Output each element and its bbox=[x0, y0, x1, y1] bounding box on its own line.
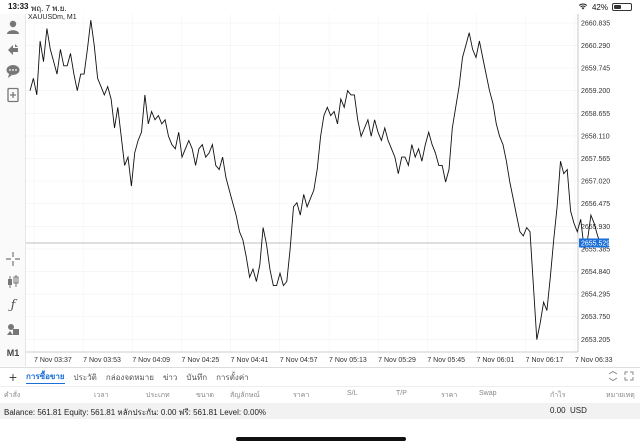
account-summary: Balance: 561.81 Equity: 561.81 หลักประกั… bbox=[4, 408, 267, 417]
account-summary-row: Balance: 561.81 Equity: 561.81 หลักประกั… bbox=[0, 403, 640, 419]
chart-grid bbox=[26, 14, 578, 352]
y-tick-label: 2656.475 bbox=[581, 201, 610, 208]
x-tick-label: 7 Nov 04:25 bbox=[182, 357, 220, 364]
col-type: ประเภท bbox=[146, 392, 170, 399]
y-tick-label: 2657.020 bbox=[581, 179, 610, 186]
timeframe-button[interactable]: M1 bbox=[6, 348, 20, 358]
y-axis-ticks: 2660.835 2660.290 2659.745 2659.200 2658.655… bbox=[581, 20, 610, 343]
col-tp: T/P bbox=[396, 390, 407, 397]
x-tick-label: 7 Nov 05:45 bbox=[427, 357, 465, 364]
wifi-icon bbox=[578, 2, 588, 12]
x-tick-label: 7 Nov 05:13 bbox=[329, 357, 367, 364]
tab-settings[interactable]: การตั้งค่า bbox=[216, 372, 249, 382]
status-date: พฤ. 7 พ.ย. bbox=[31, 4, 67, 13]
y-tick-label: 2654.840 bbox=[581, 269, 610, 276]
col-sl: S/L bbox=[347, 390, 358, 397]
y-tick-label: 2659.200 bbox=[581, 88, 610, 95]
user-icon[interactable] bbox=[4, 18, 22, 36]
col-comment: หมายเหตุ bbox=[606, 392, 635, 399]
orders-table-header: คำสั่ง เวลา ประเภท ขนาด สัญลักษณ์ ราคา S… bbox=[0, 388, 640, 402]
y-tick-label: 2653.205 bbox=[581, 337, 610, 344]
col-symbol: สัญลักษณ์ bbox=[230, 392, 260, 399]
y-tick-label: 2655.385 bbox=[581, 246, 610, 253]
price-series-line bbox=[29, 20, 602, 340]
new-order-icon[interactable] bbox=[4, 86, 22, 104]
tab-mailbox[interactable]: กล่องจดหมาย bbox=[105, 372, 154, 382]
y-tick-label: 2658.110 bbox=[581, 133, 610, 140]
battery-percent: 42% bbox=[591, 2, 608, 12]
crosshair-icon[interactable] bbox=[4, 250, 22, 268]
x-tick-label: 7 Nov 04:57 bbox=[280, 357, 318, 364]
tab-history[interactable]: ประวัติ bbox=[73, 372, 97, 382]
price-chart[interactable]: 2660.835 2660.290 2659.745 2659.200 2658.655… bbox=[26, 14, 640, 366]
left-toolbar: ƒ M1 bbox=[0, 14, 26, 366]
resize-panel-icon[interactable] bbox=[608, 370, 618, 383]
current-price-tag: 2655.529 bbox=[579, 238, 610, 248]
status-right: 42% bbox=[578, 2, 632, 12]
x-tick-label: 7 Nov 05:29 bbox=[378, 357, 416, 364]
chart-canvas[interactable]: 2660.835 2660.290 2659.745 2659.200 2658.655… bbox=[26, 14, 640, 366]
trade-arrows-icon[interactable] bbox=[4, 40, 22, 58]
x-tick-label: 7 Nov 04:41 bbox=[231, 357, 269, 364]
col-current-price: ราคา bbox=[441, 392, 458, 399]
x-tick-label: 7 Nov 06:17 bbox=[526, 357, 564, 364]
y-tick-label: 2654.295 bbox=[581, 292, 610, 299]
y-tick-label: 2653.750 bbox=[581, 314, 610, 321]
status-bar: 13:33 พฤ. 7 พ.ย. 42% bbox=[0, 0, 640, 14]
x-tick-label: 7 Nov 03:53 bbox=[83, 357, 121, 364]
tab-trade[interactable]: การซื้อขาย bbox=[26, 370, 65, 384]
y-tick-label: 2657.565 bbox=[581, 156, 610, 163]
function-icon[interactable]: ƒ bbox=[10, 297, 16, 313]
tab-news[interactable]: ข่าว bbox=[162, 372, 178, 382]
add-button[interactable]: + bbox=[8, 369, 18, 385]
col-time: เวลา bbox=[94, 392, 109, 399]
col-volume: ขนาด bbox=[196, 392, 215, 399]
current-price-label: 2655.529 bbox=[581, 240, 610, 247]
x-tick-label: 7 Nov 03:37 bbox=[34, 357, 72, 364]
y-tick-label: 2658.655 bbox=[581, 111, 610, 118]
total-profit: 0.00 bbox=[550, 406, 566, 415]
x-tick-label: 7 Nov 06:01 bbox=[477, 357, 515, 364]
account-currency: USD bbox=[570, 406, 587, 415]
col-swap: Swap bbox=[479, 390, 497, 397]
expand-panel-icon[interactable] bbox=[624, 371, 634, 383]
x-tick-label: 7 Nov 06:33 bbox=[575, 357, 613, 364]
home-indicator bbox=[236, 437, 406, 441]
bottom-tabs-bar: + การซื้อขาย ประวัติ กล่องจดหมาย ข่าว บั… bbox=[0, 367, 640, 387]
status-time: 13:33 bbox=[8, 2, 29, 11]
col-price: ราคา bbox=[293, 392, 310, 399]
col-profit: กำไร bbox=[550, 392, 566, 399]
objects-icon[interactable] bbox=[4, 320, 22, 338]
y-tick-label: 2660.835 bbox=[581, 20, 610, 27]
col-order: คำสั่ง bbox=[4, 392, 21, 399]
battery-icon bbox=[612, 3, 632, 11]
y-tick-label: 2659.745 bbox=[581, 66, 610, 73]
panel-controls bbox=[608, 370, 634, 383]
chart-symbol-title: XAUUSDm, M1 bbox=[28, 14, 77, 21]
chat-icon[interactable] bbox=[4, 62, 22, 80]
x-tick-label: 7 Nov 04:09 bbox=[132, 357, 170, 364]
x-axis-ticks: 7 Nov 03:37 7 Nov 03:53 7 Nov 04:09 7 Nov 0… bbox=[34, 357, 613, 364]
y-tick-label: 2660.290 bbox=[581, 43, 610, 50]
candlestick-icon[interactable] bbox=[4, 273, 22, 291]
tab-journal[interactable]: บันทึก bbox=[186, 372, 208, 382]
